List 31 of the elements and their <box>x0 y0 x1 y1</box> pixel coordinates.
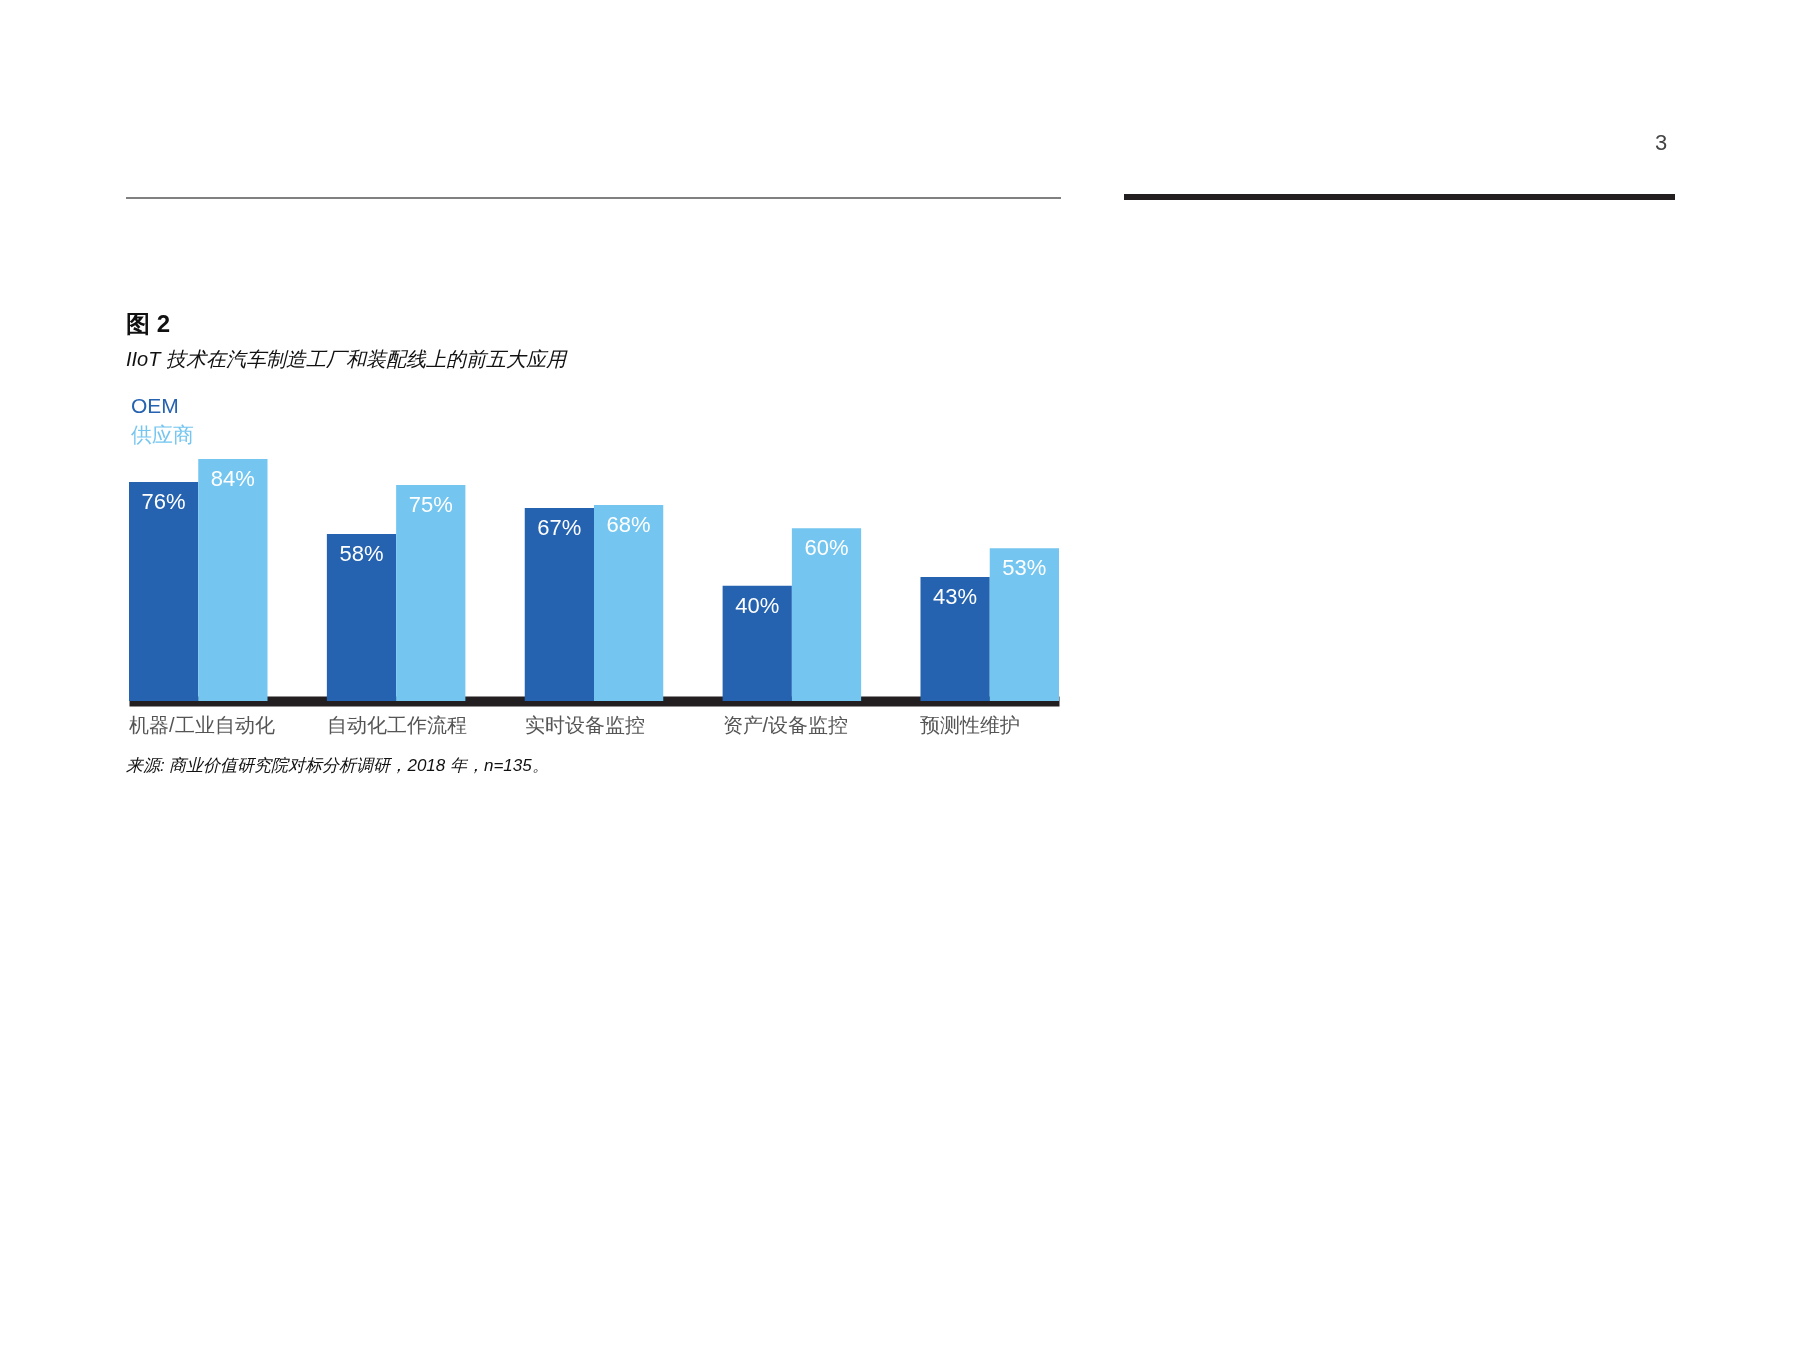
bar <box>524 507 594 701</box>
source-note: 来源: 商业价值研究院对标分析调研，2018 年，n=135。 <box>126 755 550 777</box>
bar <box>791 528 862 701</box>
bar <box>129 482 199 701</box>
bar <box>396 484 466 701</box>
data-label: 58% <box>339 540 384 566</box>
data-label: 40% <box>735 592 780 618</box>
text: 3 <box>1655 130 1668 156</box>
text: OEM <box>131 393 180 419</box>
bar <box>920 577 990 701</box>
chart-subtitle: IIoT 技术在汽车制造工厂和装配线上的前五大应用 <box>126 347 569 372</box>
x-tick-label: 资产/设备监控 <box>722 713 849 736</box>
data-label: 84% <box>210 466 255 491</box>
data-label: 68% <box>606 512 651 538</box>
data-label: 43% <box>933 584 978 610</box>
x-tick-label: 机器/工业自动化 <box>129 713 275 736</box>
x-tick-label: 预测性维护 <box>920 713 1021 736</box>
x-tick-label: 实时设备监控 <box>524 713 645 736</box>
bar <box>989 548 1059 701</box>
x-tick-label: 自动化工作流程 <box>326 713 467 736</box>
data-label: 76% <box>141 489 186 515</box>
series-label: 供应商 <box>131 422 195 448</box>
data-label: 53% <box>1002 555 1047 581</box>
chart-title: 图 2 <box>126 309 171 339</box>
data-label: 67% <box>537 514 582 540</box>
bar <box>722 585 792 701</box>
bar <box>326 533 397 701</box>
bar <box>594 505 664 701</box>
bar <box>198 459 268 701</box>
data-label: 60% <box>804 535 849 561</box>
data-label: 75% <box>408 491 453 517</box>
